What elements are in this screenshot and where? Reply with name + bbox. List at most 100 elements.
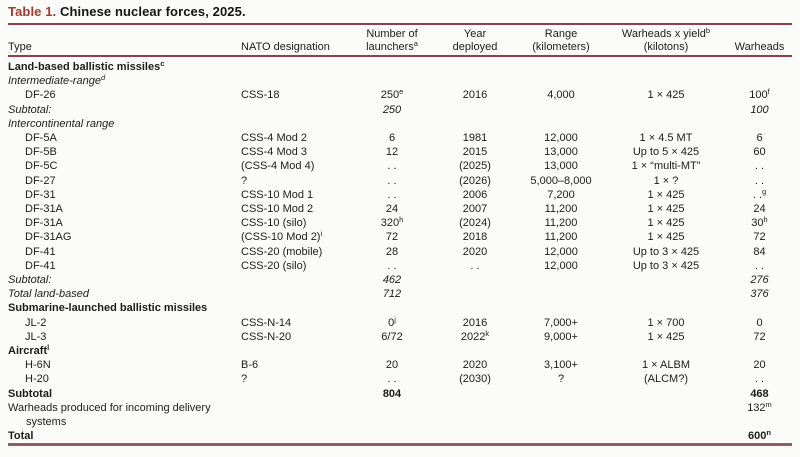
table-row: Aircraftl (8, 344, 792, 358)
cell-nato (241, 74, 351, 88)
cell-nato: CSS-N-20 (241, 330, 292, 343)
cell-warheads: 376 (750, 288, 769, 301)
cell-type: H-6N (25, 359, 51, 372)
cell-nato: CSS-20 (silo) (241, 259, 307, 272)
cell-nato (241, 287, 351, 301)
cell-warheads: . . (754, 174, 765, 187)
column-header-nato: NATO designation (241, 25, 351, 57)
cell-yield: 1 × “multi-MT” (631, 160, 701, 173)
cell-yield: 1 × 425 (647, 203, 685, 216)
cell-range (517, 117, 605, 131)
cell-range: 13,000 (544, 160, 578, 173)
column-header-line: Warheads (734, 40, 785, 53)
cell-range (517, 287, 605, 301)
cell-yield (605, 344, 727, 358)
cell-yield (605, 301, 727, 315)
cell-year: . . (470, 259, 480, 272)
cell-warheads (727, 56, 792, 74)
cell-range: 5,000–8,000 (530, 174, 592, 187)
cell-type: Total (8, 430, 34, 443)
column-header-line: Year (463, 28, 487, 40)
cell-year: 2007 (462, 203, 488, 216)
table-row: DF-27? . . (2026) 5,000–8,000 1 × ? . . (8, 174, 792, 188)
table-number-label: Table 1. (8, 4, 57, 19)
cell-warheads: 100f (749, 87, 770, 102)
column-header-line: Range (544, 28, 578, 40)
table-row: JL-2 CSS-N-14 0j 2016 7,000+ 1 × 700 0 (8, 315, 792, 330)
cell-range (517, 56, 605, 74)
cell-warheads: 72 (753, 231, 766, 244)
cell-type: DF-41 (25, 245, 56, 258)
cell-type: DF-5B (25, 146, 57, 159)
cell-yield: Up to 3 × 425 (632, 259, 700, 272)
table-header: Type NATO designation Number of launchersa Y… (8, 25, 792, 57)
cell-warheads: 6 (756, 132, 763, 145)
cell-nato: CSS-10 (silo) (241, 217, 307, 230)
cell-yield: 1 × 425 (647, 330, 685, 343)
cell-launchers (351, 301, 433, 315)
cell-year (433, 429, 517, 445)
cell-nato: CSS-18 (241, 89, 280, 102)
cell-range: 12,000 (544, 259, 578, 272)
footnote-marker: k (485, 328, 490, 338)
cell-nato (241, 401, 351, 429)
cell-range (517, 344, 605, 358)
cell-yield (605, 287, 727, 301)
cell-type: DF-26 (25, 89, 56, 102)
cell-year: 2016 (462, 316, 488, 329)
cell-launchers: . . (387, 373, 397, 386)
cell-nato (241, 56, 351, 74)
cell-launchers (351, 56, 433, 74)
cell-year (433, 273, 517, 287)
cell-yield: (ALCM?) (643, 373, 688, 386)
table-row: DF-31AG (CSS-10 Mod 2)i 72 2018 11,200 1 × 42… (8, 230, 792, 244)
column-header-line: deployed (452, 40, 498, 53)
cell-launchers: 250 (382, 103, 402, 116)
footnote-marker: i (320, 229, 323, 239)
cell-year: 2015 (462, 146, 488, 159)
cell-warheads: . . (754, 373, 765, 386)
column-header-line: Warheads x yieldb (621, 26, 711, 40)
cell-launchers: 6/72 (381, 330, 403, 343)
cell-nato (241, 344, 351, 358)
cell-range: 4,000 (547, 89, 575, 102)
cell-warheads: 24 (753, 203, 766, 216)
cell-launchers (351, 74, 433, 88)
cell-type: Total land-based (8, 288, 89, 301)
cell-nato (241, 117, 351, 131)
cell-launchers (351, 429, 433, 445)
cell-type: Intercontinental range (8, 117, 115, 130)
footnote-marker: m (765, 399, 772, 409)
cell-nato (241, 103, 351, 117)
cell-range: 7,200 (547, 188, 575, 201)
table-row: H-6N B-6 20 2020 3,100+ 1 × ALBM 20 (8, 358, 792, 372)
cell-range: 9,000+ (544, 330, 578, 343)
cell-nato: B-6 (241, 359, 259, 372)
cell-nato: CSS-4 Mod 2 (241, 132, 308, 145)
cell-warheads: 84 (753, 245, 766, 258)
cell-warheads: 276 (750, 274, 769, 287)
cell-warheads: 0 (756, 316, 763, 329)
cell-nato: ? (241, 174, 248, 187)
table-row: DF-5B CSS-4 Mod 3 12 2015 13,000 Up to 5 × 42… (8, 145, 792, 159)
cell-range: 11,200 (544, 217, 578, 230)
cell-year: 2016 (462, 89, 488, 102)
cell-yield: 1 × ALBM (641, 359, 690, 372)
cell-year (433, 117, 517, 131)
header-row: Type NATO designation Number of launchersa Y… (8, 25, 792, 57)
cell-nato: CSS-10 Mod 1 (241, 188, 314, 201)
cell-year (433, 387, 517, 401)
cell-range (517, 387, 605, 401)
cell-year: (2024) (459, 217, 491, 230)
cell-year: (2025) (459, 160, 491, 173)
cell-yield: Up to 3 × 425 (632, 245, 700, 258)
cell-yield (605, 273, 727, 287)
cell-type: DF-5A (25, 132, 57, 145)
cell-warheads: 132m (747, 399, 772, 414)
cell-year: 2018 (462, 231, 488, 244)
cell-yield (605, 56, 727, 74)
footnote-marker: a (413, 38, 418, 48)
cell-warheads: 100 (750, 103, 769, 116)
table-row: Land-based ballistic missilesc (8, 56, 792, 74)
cell-warheads: 600n (748, 428, 771, 443)
